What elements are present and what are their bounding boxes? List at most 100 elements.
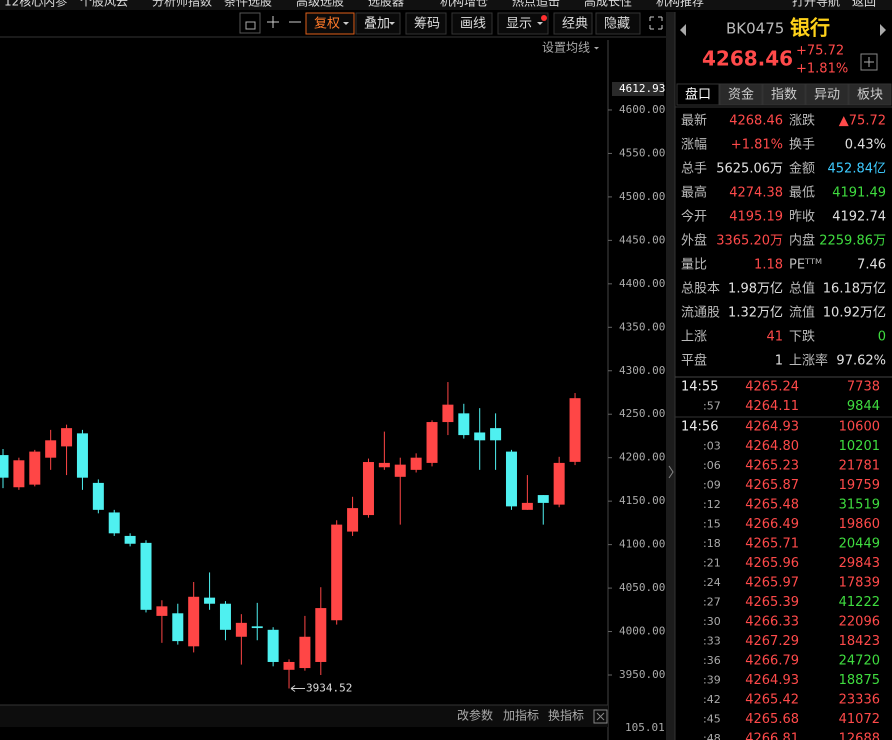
menu-item[interactable]: 12核心内参: [4, 0, 67, 9]
toolbar-label[interactable]: 显示: [506, 17, 532, 32]
toolbar-label[interactable]: 复权: [314, 16, 340, 32]
candle-body: [505, 451, 517, 507]
toolbar-button[interactable]: [305, 12, 355, 35]
y-tick-label: 4350.00: [619, 320, 665, 333]
indicator-button[interactable]: 改参数: [457, 708, 493, 723]
menu-item[interactable]: 分析师指数: [152, 0, 212, 9]
add-button[interactable]: [860, 53, 878, 71]
fullscreen-icon[interactable]: [649, 16, 663, 30]
tick-time: :39: [703, 674, 721, 687]
panel-splitter[interactable]: [666, 12, 675, 740]
ma-settings-arrow[interactable]: [594, 47, 599, 50]
candle-body: [299, 636, 311, 669]
lock-button[interactable]: [239, 12, 261, 34]
tick-volume: 18423: [839, 634, 880, 649]
menu-item[interactable]: 高成长性: [584, 0, 632, 9]
stat-value: 1.18: [754, 258, 783, 273]
candle-body: [172, 613, 184, 642]
candle-body: [29, 451, 41, 485]
tab[interactable]: [762, 83, 806, 106]
tick-time: :06: [703, 459, 721, 472]
tick-price: 4265.87: [745, 478, 799, 493]
indicator-button[interactable]: 加指标: [503, 708, 539, 723]
indicator-button[interactable]: 换指标: [548, 708, 584, 723]
tick-volume: 7738: [847, 380, 880, 395]
stat-label: 今开: [681, 209, 707, 225]
tab-label[interactable]: 资金: [728, 87, 754, 103]
tab[interactable]: [805, 83, 849, 106]
tab-label[interactable]: 指数: [771, 88, 797, 103]
candle-body: [521, 502, 533, 510]
y-tick-label: 4400.00: [619, 277, 665, 290]
tick-volume: 18875: [839, 673, 880, 688]
menu-item[interactable]: 返回: [852, 0, 876, 9]
axis-highlight: 4612.93: [619, 82, 665, 95]
tab[interactable]: [719, 83, 763, 106]
stat-label: 下跌: [789, 329, 815, 345]
menu-item[interactable]: 打开导航: [792, 0, 840, 9]
tick-price: 4265.48: [745, 498, 799, 513]
tab-label[interactable]: 盘口: [685, 87, 711, 103]
zoom-in-icon[interactable]: [267, 16, 279, 28]
indicator-close[interactable]: [593, 709, 608, 724]
menu-item[interactable]: 机构推荐: [656, 0, 704, 9]
toolbar-button[interactable]: [405, 12, 447, 35]
stat-value: +1.81%: [731, 138, 783, 153]
menu-item[interactable]: 个股风云: [80, 0, 128, 9]
quote-price: 4268.46: [702, 47, 793, 71]
tick-time: :15: [703, 518, 721, 531]
tick-volume: 22096: [839, 615, 880, 630]
menu-item[interactable]: 高级选股: [296, 0, 344, 9]
dropdown-arrow[interactable]: [537, 22, 543, 25]
stat-label: 昨收: [789, 210, 815, 225]
tick-time: :18: [703, 537, 721, 550]
ma-settings[interactable]: 设置均线: [542, 41, 590, 55]
stat-label: 流值: [789, 305, 815, 321]
tick-time: :30: [703, 615, 721, 628]
tick-price: 4265.97: [745, 576, 799, 591]
tick-time: :48: [703, 732, 721, 740]
menu-item[interactable]: 条件选股: [224, 0, 272, 9]
splitter-arrow[interactable]: [668, 465, 674, 479]
tab[interactable]: [676, 83, 720, 106]
stat-label: 最高: [681, 185, 707, 201]
candle-body: [235, 622, 247, 637]
toolbar-button[interactable]: [553, 12, 593, 35]
stat-label: 涨跌: [789, 113, 815, 129]
menu-bar: [0, 0, 892, 10]
menu-item[interactable]: 选股器: [368, 0, 404, 9]
candle-body: [156, 606, 168, 616]
dropdown-arrow[interactable]: [389, 22, 395, 25]
toolbar-label[interactable]: 隐藏: [604, 17, 630, 32]
y-tick-label: 4100.00: [619, 538, 665, 551]
y-tick-label: 4500.00: [619, 190, 665, 203]
stat-value: 4268.46: [729, 114, 783, 129]
stat-label: 外盘: [681, 233, 707, 249]
candle-body: [61, 428, 73, 447]
stat-value: 4191.49: [832, 186, 886, 201]
candle-body: [410, 457, 422, 470]
stat-value: 1.32万亿: [728, 306, 783, 321]
dropdown-arrow[interactable]: [343, 22, 349, 25]
toolbar-label[interactable]: 经典: [562, 17, 588, 32]
toolbar-label[interactable]: 叠加: [364, 17, 390, 32]
toolbar-button[interactable]: [595, 12, 641, 35]
toolbar-button[interactable]: [451, 12, 493, 35]
tick-price: 4264.93: [745, 673, 799, 688]
low-arrow: [290, 685, 306, 692]
candle-body: [569, 398, 581, 462]
tick-price: 4266.49: [745, 517, 799, 532]
menu-item[interactable]: 热点追击: [512, 0, 560, 9]
tab[interactable]: [848, 83, 892, 106]
toolbar-button[interactable]: [497, 12, 549, 35]
menu-item[interactable]: 机构增仓: [440, 0, 488, 9]
toolbar-label[interactable]: 筹码: [414, 16, 440, 32]
y-tick-label: 4600.00: [619, 103, 665, 116]
toolbar-label[interactable]: 画线: [460, 17, 486, 32]
y-tick-label: 4200.00: [619, 451, 665, 464]
toolbar-button[interactable]: [355, 12, 401, 35]
tab-label[interactable]: 异动: [814, 88, 840, 103]
tab-label[interactable]: 板块: [857, 88, 883, 103]
indicator-bar: [0, 705, 608, 727]
